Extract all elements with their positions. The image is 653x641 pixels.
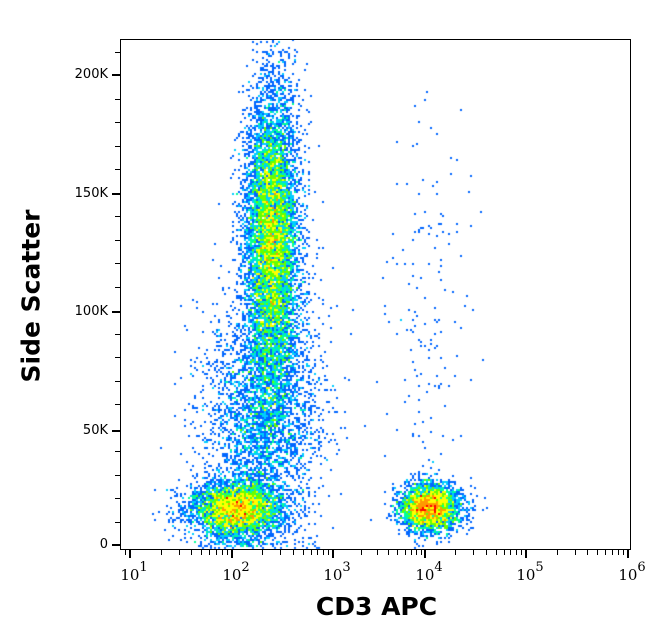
y-tick-minor (115, 404, 120, 405)
x-tick-minor (191, 550, 193, 555)
x-tick-minor (178, 550, 180, 555)
y-tick-minor (115, 474, 120, 476)
x-tick-minor (612, 550, 614, 555)
x-tick-minor (376, 550, 378, 555)
x-tick-minor (216, 550, 218, 555)
x-tick-minor (556, 550, 558, 555)
x-tick-minor (323, 550, 325, 555)
y-tick-label: 0 (99, 537, 108, 552)
y-tick-label: 200K (74, 67, 108, 82)
x-tick-minor (262, 550, 264, 555)
x-tick-minor (292, 550, 294, 555)
x-tick-minor (510, 550, 512, 555)
x-tick-minor (328, 550, 330, 555)
y-tick-minor (115, 521, 120, 523)
y-tick-minor (115, 98, 120, 100)
y-tick-minor (115, 122, 120, 123)
x-tick-minor (302, 550, 304, 555)
y-tick-major (112, 430, 120, 432)
x-tick-minor (485, 550, 487, 555)
x-tick-label: 101 (120, 560, 148, 584)
y-tick-minor (115, 357, 120, 358)
y-tick-minor (115, 145, 120, 147)
x-tick-minor (280, 550, 282, 555)
y-tick-minor (115, 216, 120, 217)
x-tick-minor (521, 550, 523, 555)
x-tick-minor (455, 550, 457, 555)
y-tick-major (112, 193, 120, 195)
x-tick-minor (623, 550, 625, 555)
x-tick-major (525, 550, 527, 558)
y-tick-major (112, 544, 120, 546)
x-tick-label: 106 (618, 560, 646, 584)
x-tick-minor (209, 550, 211, 555)
y-tick-major (112, 74, 120, 76)
x-tick-minor (310, 550, 312, 555)
x-tick-minor (605, 550, 607, 555)
density-scatter-area (120, 39, 631, 550)
x-tick-minor (503, 550, 505, 555)
y-axis-title: Side Scatter (16, 209, 46, 383)
y-tick-label: 100K (74, 304, 108, 319)
x-tick-minor (404, 550, 406, 555)
x-tick-major (231, 550, 233, 558)
x-tick-minor (597, 550, 599, 555)
x-tick-major (424, 550, 426, 558)
x-tick-minor (222, 550, 224, 555)
x-axis-title: CD3 APC (315, 592, 438, 621)
x-tick-minor (388, 550, 390, 555)
x-tick-minor (473, 550, 475, 555)
x-tick-minor (160, 550, 162, 555)
x-tick-minor (574, 550, 576, 555)
x-tick-minor (227, 550, 229, 555)
y-tick-minor (115, 239, 120, 241)
y-tick-minor (115, 286, 120, 288)
x-tick-minor (397, 550, 399, 555)
y-tick-minor (115, 498, 120, 499)
x-tick-label: 103 (323, 560, 351, 584)
x-tick-minor (495, 550, 497, 555)
x-tick-minor (410, 550, 412, 555)
y-tick-minor (115, 51, 120, 53)
y-tick-minor (115, 169, 120, 170)
y-tick-label: 150K (74, 186, 108, 201)
x-tick-minor (420, 550, 422, 555)
x-tick-minor (201, 550, 203, 555)
plot-frame (120, 39, 631, 550)
x-tick-label: 102 (222, 560, 250, 584)
y-tick-minor (115, 263, 120, 264)
y-tick-minor (115, 451, 120, 452)
x-tick-major (627, 550, 629, 558)
x-tick-major (332, 550, 334, 558)
y-tick-minor (115, 333, 120, 335)
y-tick-major (112, 311, 120, 313)
y-tick-minor (115, 380, 120, 382)
x-tick-minor (317, 550, 319, 555)
x-tick-label: 105 (516, 560, 544, 584)
x-tick-minor (125, 550, 127, 555)
x-tick-major (129, 550, 131, 558)
x-tick-label: 104 (415, 560, 443, 584)
x-tick-minor (516, 550, 518, 555)
x-tick-minor (360, 550, 362, 555)
y-tick-label: 50K (82, 423, 108, 438)
x-tick-minor (416, 550, 418, 555)
x-tick-minor (587, 550, 589, 555)
x-tick-minor (618, 550, 620, 555)
